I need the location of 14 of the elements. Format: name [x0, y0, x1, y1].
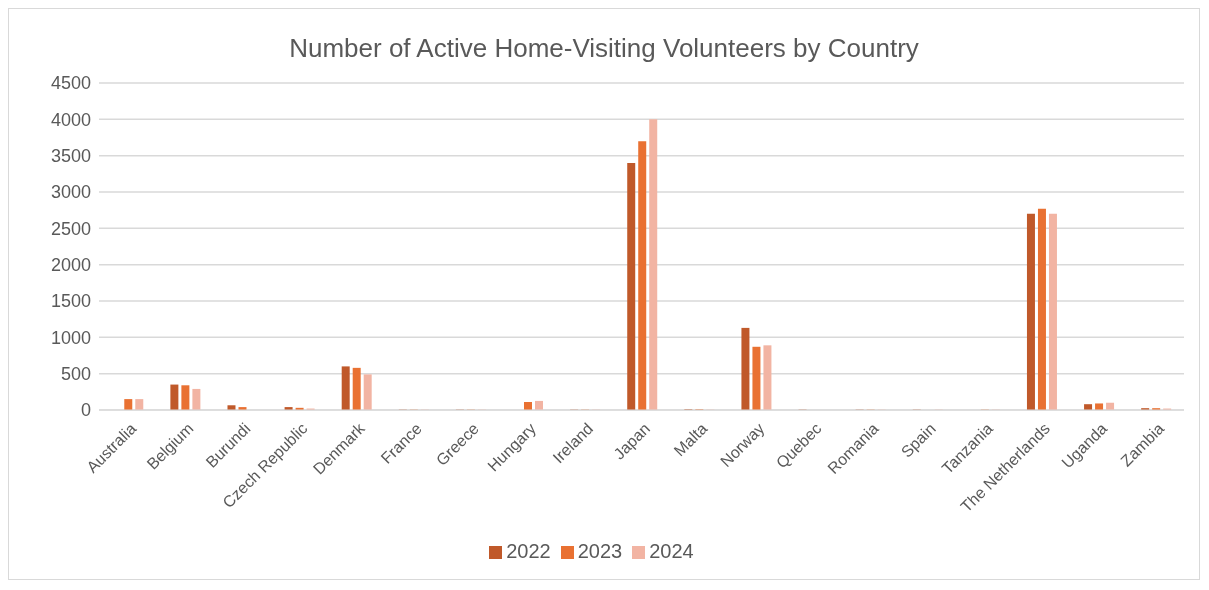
legend-label: 2022 — [506, 540, 551, 562]
y-tick-label: 4000 — [50, 109, 91, 130]
y-tick-label: 4500 — [50, 73, 91, 94]
y-tick-label: 3000 — [50, 182, 91, 203]
y-tick-label: 3500 — [50, 146, 91, 167]
y-tick-label: 500 — [60, 364, 91, 385]
y-tick-label: 2500 — [50, 218, 91, 239]
legend-label: 2023 — [577, 540, 623, 562]
y-tick-label: 0 — [80, 400, 91, 421]
chart-title: Number of Active Home-Visiting Volunteers by Country — [288, 33, 920, 65]
y-tick-label: 2000 — [50, 255, 91, 276]
y-tick-label: 1500 — [50, 291, 91, 312]
y-tick-label: 1000 — [50, 327, 91, 348]
legend-label: 2024 — [649, 540, 694, 562]
